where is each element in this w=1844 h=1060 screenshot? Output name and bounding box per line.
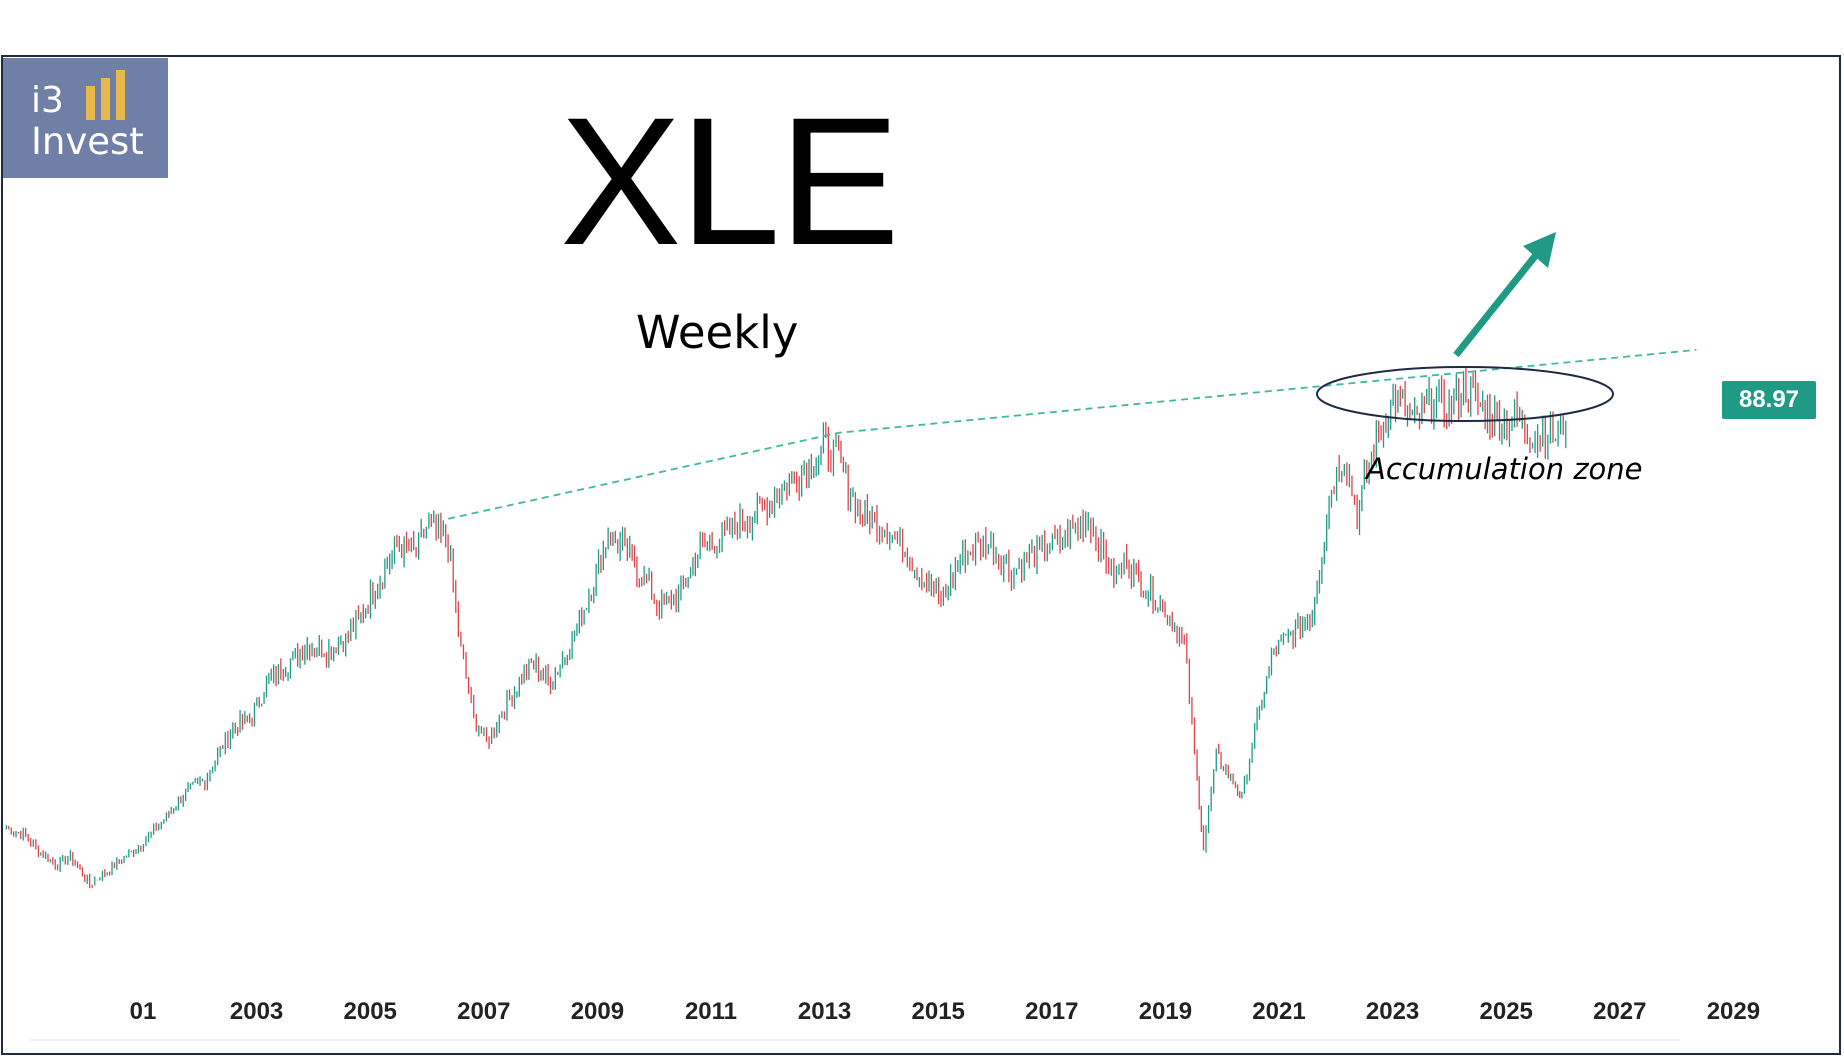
x-tick-label: 2027 xyxy=(1593,998,1646,1025)
logo-text-invest: Invest xyxy=(31,120,144,163)
x-tick-label: 2019 xyxy=(1139,998,1192,1025)
logo-bar-icon xyxy=(116,70,125,120)
x-tick-label: 2003 xyxy=(230,998,283,1025)
x-tick-label: 2025 xyxy=(1480,998,1533,1025)
x-tick-label: 2013 xyxy=(798,998,851,1025)
logo-bar-icon xyxy=(101,78,110,120)
last-price-badge: 88.97 xyxy=(1722,381,1816,419)
chart-title: XLE xyxy=(560,79,900,283)
chart-marks xyxy=(5,232,1697,889)
resistance-trendline xyxy=(447,349,1697,520)
x-tick-label: 2029 xyxy=(1707,998,1760,1025)
x-tick-label: 2009 xyxy=(571,998,624,1025)
x-tick-label: 2017 xyxy=(1025,998,1078,1025)
x-tick-label: 2021 xyxy=(1252,998,1305,1025)
x-tick-label: 2023 xyxy=(1366,998,1419,1025)
x-tick-label: 2005 xyxy=(344,998,397,1025)
accumulation-zone-label: Accumulation zone xyxy=(1366,452,1643,486)
x-tick-label: 2011 xyxy=(685,998,737,1025)
accumulation-zone-ellipse xyxy=(1316,366,1614,422)
x-axis-ticks: 01 2003 2005 2007 2009 2011 2013 2015 2017 2019 20… xyxy=(130,998,1760,1025)
x-tick-label: 2007 xyxy=(457,998,510,1025)
breakout-arrow-shaft xyxy=(1453,247,1543,358)
i3-invest-logo: i3 Invest xyxy=(3,58,168,178)
logo-bar-icon xyxy=(86,86,95,120)
chart-subtitle: Weekly xyxy=(636,306,799,359)
logo-text-i3: i3 xyxy=(31,80,64,121)
x-tick-label: 01 xyxy=(130,998,157,1025)
x-tick-label: 2015 xyxy=(912,998,965,1025)
chart-frame xyxy=(1,55,1841,1055)
breakout-arrow-head xyxy=(1523,232,1556,268)
